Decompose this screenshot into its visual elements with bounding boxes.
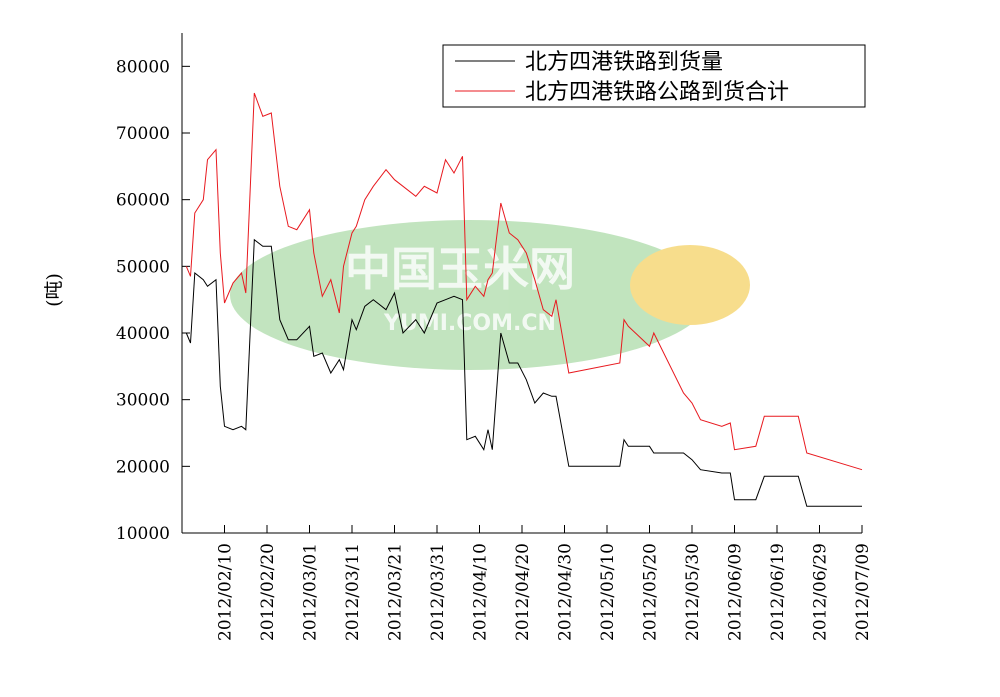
x-tick-label: 2012/06/09 [726, 543, 746, 641]
x-tick-label: 2012/06/29 [811, 543, 831, 641]
y-tick-label: 10000 [116, 524, 170, 544]
x-tick-label: 2012/03/21 [386, 543, 406, 641]
x-tick-label: 2012/05/30 [683, 543, 703, 641]
y-tick-label: 50000 [116, 257, 170, 277]
x-tick-label: 2012/02/20 [258, 543, 278, 641]
series-line [185, 92, 863, 471]
y-tick-label: 40000 [116, 324, 170, 344]
x-tick-label: 2012/05/10 [598, 543, 618, 641]
watermark-title: 中国玉米网 [345, 242, 575, 296]
x-tick-label: 2012/07/09 [853, 543, 873, 641]
watermark-corn [630, 245, 750, 325]
y-tick-label: 20000 [116, 457, 170, 477]
x-tick-label: 2012/04/30 [556, 543, 576, 641]
y-axis-label: (吨) [43, 273, 65, 307]
x-tick-label: 2012/03/01 [301, 543, 321, 641]
y-tick-label: 30000 [116, 391, 170, 411]
y-tick-label: 70000 [116, 124, 170, 144]
y-tick-label: 80000 [116, 57, 170, 77]
x-tick-label: 2012/06/19 [768, 543, 788, 641]
x-tick-label: 2012/05/20 [641, 543, 661, 641]
x-tick-label: 2012/04/10 [471, 543, 491, 641]
legend-label: 北方四港铁路公路到货合计 [525, 80, 789, 105]
y-tick-label: 60000 [116, 191, 170, 211]
x-tick-label: 2012/03/11 [343, 543, 363, 641]
legend-box [442, 44, 866, 108]
legend-label: 北方四港铁路到货量 [525, 50, 723, 75]
watermark-url: YUMI.COM.CN [383, 311, 556, 336]
x-tick-label: 2012/04/20 [513, 543, 533, 641]
series-line [185, 238, 862, 507]
x-tick-label: 2012/02/10 [216, 543, 236, 641]
x-tick-label: 2012/03/31 [428, 543, 448, 641]
